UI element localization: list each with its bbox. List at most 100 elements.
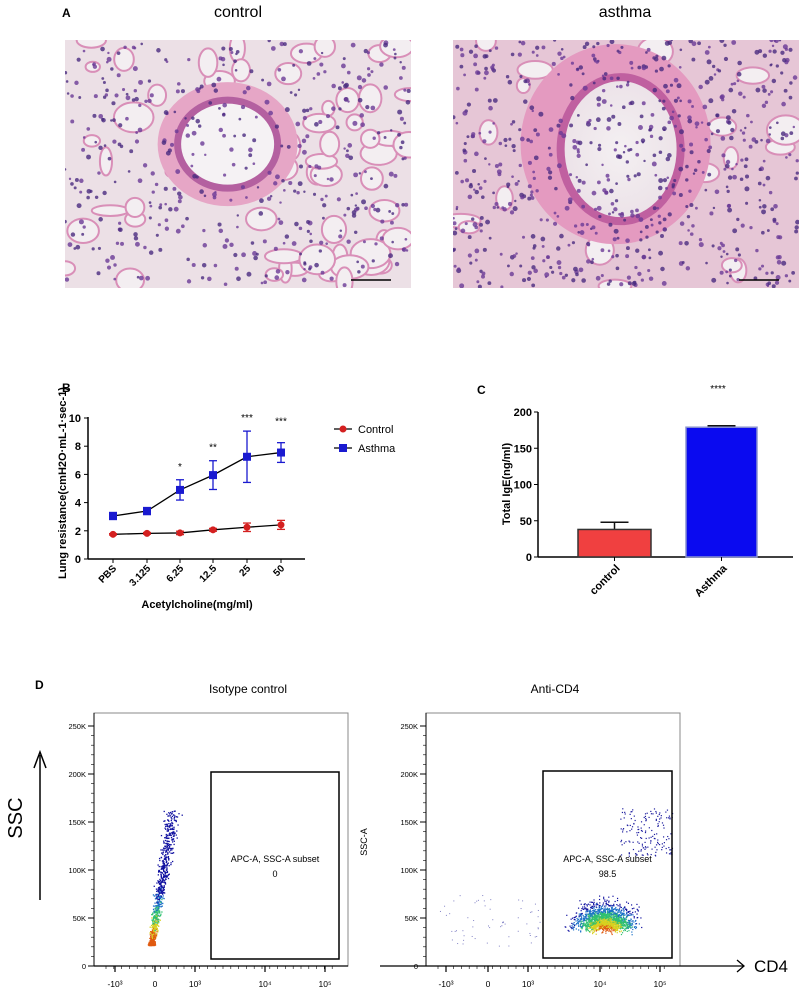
nucleus: [713, 73, 717, 76]
nucleus: [476, 280, 480, 284]
event-dot: [596, 924, 598, 926]
event-dot: [154, 941, 156, 943]
nucleus: [103, 144, 107, 147]
event-dot: [156, 919, 158, 921]
event-dot: [579, 925, 582, 927]
nucleus: [614, 199, 619, 203]
event-dot: [166, 845, 168, 848]
nucleus: [353, 172, 359, 178]
nucleus: [350, 193, 354, 197]
event-dot: [537, 909, 539, 911]
nucleus: [542, 259, 546, 263]
event-dot: [157, 921, 159, 924]
event-dot: [158, 857, 161, 860]
nucleus: [222, 102, 227, 108]
event-dot: [586, 911, 588, 913]
nucleus: [727, 207, 733, 213]
nucleus: [768, 190, 773, 195]
event-dot: [607, 926, 609, 928]
event-dot: [627, 925, 629, 928]
nucleus: [619, 84, 623, 89]
nucleus: [282, 42, 287, 47]
event-dot: [608, 928, 610, 930]
event-dot: [169, 815, 172, 817]
event-dot: [156, 896, 158, 898]
nucleus: [577, 140, 583, 146]
event-dot: [148, 943, 150, 945]
event-dot: [593, 913, 595, 915]
event-dot: [162, 866, 165, 868]
nucleus: [507, 79, 513, 85]
nucleus: [402, 248, 405, 251]
event-dot: [616, 915, 618, 917]
nucleus: [286, 145, 291, 149]
event-dot: [158, 925, 160, 927]
nucleus: [532, 170, 536, 174]
event-dot: [605, 919, 607, 921]
nucleus: [302, 149, 307, 155]
event-dot: [530, 942, 532, 944]
event-dot: [604, 909, 606, 911]
event-dot: [626, 831, 628, 833]
event-dot: [630, 919, 632, 921]
event-dot: [613, 914, 615, 916]
nucleus: [477, 284, 482, 288]
nucleus: [467, 194, 473, 200]
event-dot: [597, 922, 599, 924]
event-dot: [583, 916, 585, 918]
event-dot: [616, 920, 618, 922]
nucleus: [266, 81, 272, 87]
nucleus: [775, 255, 780, 260]
y-axis-title-outer: SSC: [5, 797, 27, 838]
event-dot: [577, 918, 579, 920]
nucleus: [736, 79, 740, 83]
alveolus: [320, 214, 348, 245]
nucleus: [553, 211, 557, 215]
event-dot: [163, 865, 166, 867]
event-dot: [607, 919, 610, 921]
event-dot: [168, 837, 170, 839]
nucleus: [165, 60, 169, 63]
nucleus: [531, 283, 536, 288]
event-dot: [154, 923, 157, 925]
nucleus: [591, 257, 595, 261]
event-dot: [602, 911, 604, 913]
event-dot: [634, 819, 636, 822]
event-dot: [586, 928, 588, 930]
nucleus: [627, 281, 632, 286]
event-dot: [599, 910, 601, 912]
event-dot: [159, 896, 162, 898]
x-tick-label: -10³: [107, 979, 122, 989]
nucleus: [535, 189, 539, 193]
event-dot: [590, 923, 592, 925]
event-dot: [150, 932, 152, 935]
event-dot: [614, 908, 617, 910]
event-dot: [650, 836, 652, 838]
event-dot: [600, 909, 602, 911]
event-dot: [168, 865, 170, 867]
event-dot: [640, 850, 642, 852]
event-dot: [600, 913, 602, 915]
event-dot: [643, 824, 645, 826]
y-tick-label: 150: [514, 443, 532, 455]
nucleus: [478, 131, 482, 135]
event-dot: [526, 923, 528, 925]
nucleus: [260, 281, 264, 285]
event-dot: [163, 887, 165, 889]
event-dot: [574, 916, 576, 919]
nucleus: [140, 42, 144, 46]
event-dot: [628, 922, 630, 924]
event-dot: [614, 918, 617, 921]
event-dot: [632, 911, 634, 914]
nucleus: [576, 153, 581, 158]
event-dot: [591, 907, 593, 909]
event-dot: [577, 921, 579, 923]
nucleus: [795, 219, 799, 225]
event-dot: [620, 818, 622, 820]
nucleus: [101, 117, 106, 123]
nucleus: [761, 84, 766, 89]
nucleus: [484, 66, 488, 71]
event-dot: [165, 849, 167, 852]
nucleus: [466, 102, 472, 107]
nucleus: [318, 249, 322, 253]
